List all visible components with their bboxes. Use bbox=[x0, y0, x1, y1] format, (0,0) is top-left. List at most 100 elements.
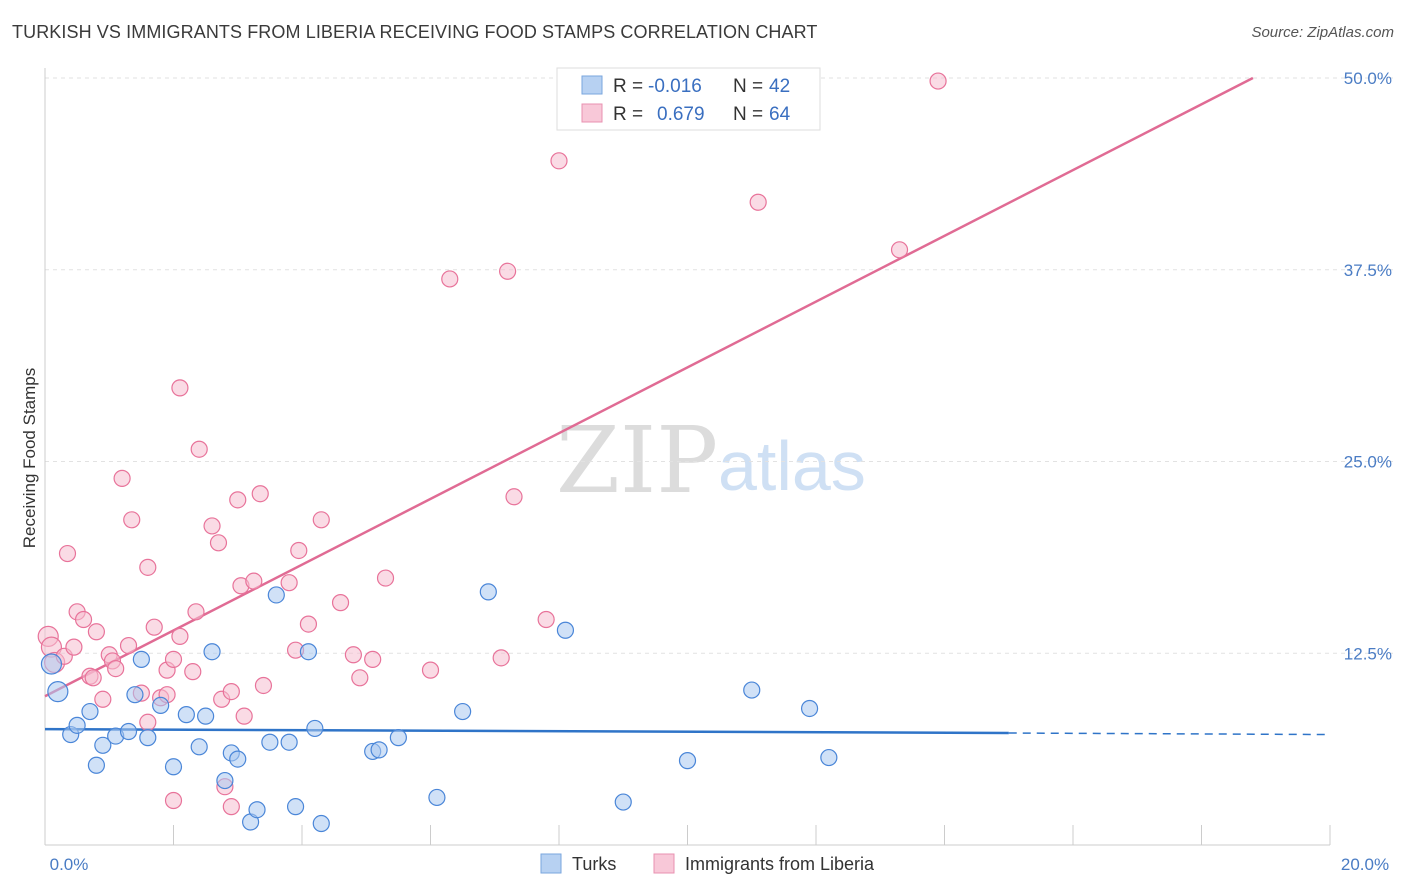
liberia-point-20 bbox=[139, 558, 157, 576]
liberia-point-58 bbox=[550, 152, 568, 170]
turks-point-0 bbox=[40, 653, 63, 675]
liberia-point-42 bbox=[280, 574, 298, 592]
legend-r-label-turks: R = bbox=[613, 76, 643, 97]
liberia-point-57 bbox=[537, 610, 555, 629]
watermark-zip: ZIP bbox=[556, 407, 718, 514]
turks-point-20 bbox=[229, 750, 247, 768]
turks-point-25 bbox=[280, 733, 298, 751]
y-axis-label: Receiving Food Stamps bbox=[20, 368, 39, 548]
turks-point-4 bbox=[81, 702, 99, 721]
liberia-point-55 bbox=[499, 262, 517, 280]
liberia-point-53 bbox=[441, 270, 459, 288]
turks-point-41 bbox=[820, 748, 838, 767]
axes bbox=[44, 68, 1331, 846]
trend-lines bbox=[44, 76, 1331, 736]
bottom-legend-liberia: Immigrants from Liberia bbox=[685, 854, 875, 874]
turks-point-38 bbox=[678, 752, 697, 770]
legend-n-value-turks: 42 bbox=[769, 76, 790, 97]
turks-point-36 bbox=[556, 621, 575, 639]
turks-point-11 bbox=[139, 729, 157, 747]
turks-point-1 bbox=[47, 680, 69, 703]
liberia-point-32 bbox=[209, 534, 228, 552]
y-tick-labels: 12.5% 25.0% 37.5% 50.0% bbox=[1344, 69, 1392, 663]
correlation-legend: R = -0.016 N = 42 R = 0.679 N = 64 bbox=[556, 67, 821, 131]
watermark-atlas: atlas bbox=[718, 427, 866, 505]
liberia-point-49 bbox=[351, 669, 369, 687]
liberia-point-35 bbox=[222, 682, 240, 701]
liberia-point-59 bbox=[749, 193, 767, 211]
liberia-point-38 bbox=[235, 707, 253, 725]
liberia-point-40 bbox=[251, 485, 269, 503]
liberia-point-36 bbox=[229, 491, 247, 509]
y-tick-label-1: 25.0% bbox=[1344, 453, 1392, 472]
liberia-point-51 bbox=[376, 569, 395, 587]
turks-point-35 bbox=[479, 583, 497, 601]
legend-swatch-turks bbox=[581, 75, 603, 95]
liberia-point-31 bbox=[203, 517, 221, 535]
liberia-point-61 bbox=[929, 72, 947, 90]
liberia-point-14 bbox=[107, 659, 125, 678]
liberia-point-52 bbox=[421, 661, 440, 679]
turks-point-26 bbox=[286, 798, 305, 816]
chart-title: TURKISH VS IMMIGRANTS FROM LIBERIA RECEI… bbox=[12, 22, 818, 42]
liberia-point-29 bbox=[187, 603, 205, 621]
liberia-point-4 bbox=[58, 544, 77, 563]
liberia-point-62 bbox=[164, 791, 183, 810]
turks-point-37 bbox=[614, 793, 632, 811]
turks-point-8 bbox=[119, 722, 138, 741]
source-credit: Source: ZipAtlas.com bbox=[1251, 24, 1394, 41]
y-tick-label-2: 37.5% bbox=[1344, 261, 1392, 280]
liberia-point-60 bbox=[890, 241, 909, 259]
turks-point-18 bbox=[216, 771, 234, 790]
liberia-point-44 bbox=[290, 541, 308, 560]
liberia-point-9 bbox=[84, 669, 102, 687]
x-tick-labels: 0.0% 20.0% bbox=[50, 855, 1389, 874]
turks-point-34 bbox=[454, 702, 472, 721]
turks-point-29 bbox=[312, 814, 330, 833]
liberia-point-50 bbox=[364, 650, 382, 668]
legend-swatch-liberia bbox=[581, 103, 603, 123]
liberia-point-54 bbox=[492, 649, 510, 667]
turks-point-3 bbox=[68, 716, 86, 734]
liberia-point-30 bbox=[190, 440, 208, 458]
liberia-point-27 bbox=[171, 379, 189, 397]
series-legend: Turks Immigrants from Liberia bbox=[540, 853, 875, 874]
turks-point-16 bbox=[197, 707, 215, 725]
legend-n-label-liberia: N = bbox=[733, 104, 763, 125]
x-tick-label-1: 20.0% bbox=[1341, 855, 1389, 874]
turks-point-40 bbox=[800, 699, 819, 718]
turks-point-5 bbox=[87, 756, 106, 774]
y-tick-label-0: 12.5% bbox=[1344, 644, 1392, 663]
liberia-point-5 bbox=[65, 638, 83, 656]
liberia-point-46 bbox=[312, 511, 330, 529]
turks-trend-extension bbox=[1008, 732, 1331, 736]
turks-points bbox=[40, 583, 838, 833]
liberia-point-39 bbox=[245, 572, 263, 590]
turks-point-28 bbox=[306, 719, 324, 738]
turks-point-17 bbox=[203, 643, 221, 661]
liberia-point-63 bbox=[222, 798, 240, 816]
turks-trend-line bbox=[44, 727, 1009, 735]
liberia-point-21 bbox=[145, 618, 163, 636]
liberia-point-45 bbox=[299, 615, 318, 633]
legend-r-value-liberia: 0.679 bbox=[657, 104, 705, 125]
liberia-point-19 bbox=[139, 713, 157, 731]
turks-point-9 bbox=[126, 686, 144, 704]
turks-point-31 bbox=[370, 741, 388, 759]
liberia-point-56 bbox=[505, 488, 523, 506]
liberia-point-7 bbox=[74, 610, 93, 629]
turks-point-22 bbox=[248, 801, 266, 819]
legend-n-label-turks: N = bbox=[733, 76, 763, 97]
legend-r-value-turks: -0.016 bbox=[648, 76, 702, 97]
liberia-point-17 bbox=[123, 511, 141, 529]
liberia-point-41 bbox=[254, 676, 273, 695]
turks-point-32 bbox=[389, 729, 407, 747]
turks-point-23 bbox=[261, 733, 279, 751]
gridlines bbox=[45, 77, 1393, 654]
liberia-point-28 bbox=[184, 663, 202, 681]
liberia-point-16 bbox=[119, 636, 138, 655]
turks-point-13 bbox=[164, 758, 183, 776]
turks-point-27 bbox=[299, 643, 318, 661]
legend-n-value-liberia: 64 bbox=[769, 104, 791, 125]
